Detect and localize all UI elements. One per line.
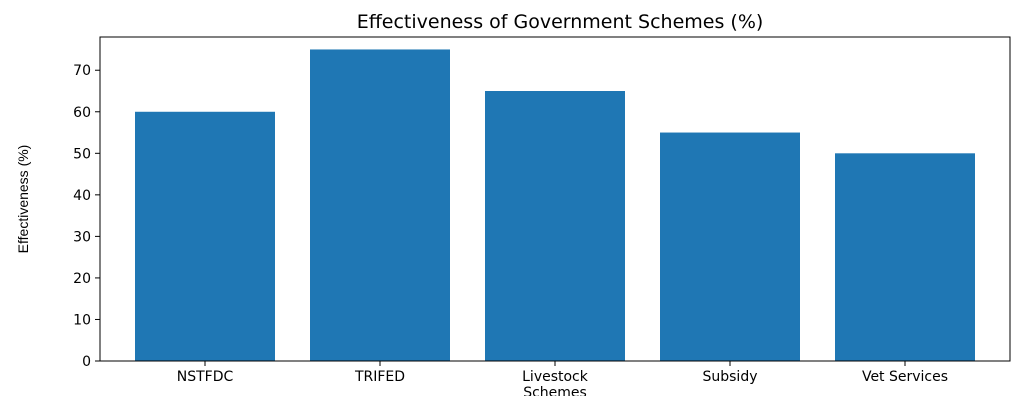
bar-subsidy [660, 133, 800, 361]
bar-nstfdc [135, 112, 275, 361]
y-tick-label: 60 [73, 105, 91, 121]
y-tick-label: 10 [73, 312, 91, 328]
bars-group [135, 49, 975, 361]
y-tick-label: 40 [73, 188, 91, 204]
x-tick-label: Subsidy [702, 369, 757, 385]
bar-vet-services [835, 153, 975, 361]
x-tick-label: Vet Services [862, 369, 948, 385]
x-tick-label: Livestock Schemes [522, 369, 589, 396]
y-tick-label: 0 [82, 354, 91, 370]
bar-livestock-schemes [485, 91, 625, 361]
x-tick-label: TRIFED [354, 369, 405, 385]
x-axis-ticks: NSTFDC TRIFED Livestock Schemes Subsidy Vet S… [177, 361, 948, 396]
y-tick-label: 50 [73, 146, 91, 162]
y-tick-label: 70 [73, 63, 91, 79]
y-tick-label: 30 [73, 229, 91, 245]
y-axis-ticks: 0 10 20 30 40 50 60 70 [73, 63, 100, 370]
chart-title: Effectiveness of Government Schemes (%) [357, 11, 764, 33]
y-tick-label: 20 [73, 271, 91, 287]
bar-trifed [310, 49, 450, 361]
y-axis-label: Effectiveness (%) [15, 145, 31, 254]
x-tick-label: NSTFDC [177, 369, 234, 385]
